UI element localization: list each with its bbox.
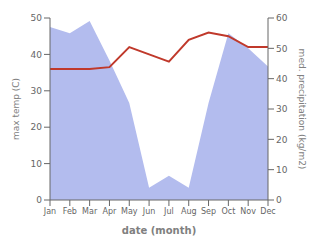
svg-text:10: 10 <box>31 159 43 169</box>
svg-text:40: 40 <box>31 50 43 60</box>
svg-text:May: May <box>121 207 138 216</box>
svg-text:30: 30 <box>31 86 43 96</box>
svg-text:Jan: Jan <box>43 207 56 216</box>
svg-text:Feb: Feb <box>63 207 77 216</box>
svg-text:med. precipitation (kg/m2): med. precipitation (kg/m2) <box>297 49 307 170</box>
svg-text:Jun: Jun <box>142 207 156 216</box>
svg-text:20: 20 <box>31 122 43 132</box>
svg-text:50: 50 <box>276 44 288 54</box>
svg-text:Nov: Nov <box>240 207 256 216</box>
svg-text:Sep: Sep <box>201 207 216 216</box>
svg-text:30: 30 <box>276 104 288 114</box>
svg-text:Mar: Mar <box>82 207 98 216</box>
svg-text:Jul: Jul <box>163 207 174 216</box>
svg-text:50: 50 <box>31 13 43 23</box>
svg-text:60: 60 <box>276 13 288 23</box>
svg-text:max temp (C): max temp (C) <box>11 78 21 140</box>
svg-text:Apr: Apr <box>103 207 118 216</box>
svg-text:10: 10 <box>276 165 288 175</box>
svg-text:Dec: Dec <box>260 207 275 216</box>
svg-text:Oct: Oct <box>221 207 235 216</box>
svg-text:20: 20 <box>276 135 288 145</box>
svg-text:date (month): date (month) <box>122 225 196 236</box>
svg-text:0: 0 <box>276 195 282 205</box>
svg-text:0: 0 <box>36 195 42 205</box>
svg-text:40: 40 <box>276 74 288 84</box>
svg-text:Aug: Aug <box>181 207 197 216</box>
